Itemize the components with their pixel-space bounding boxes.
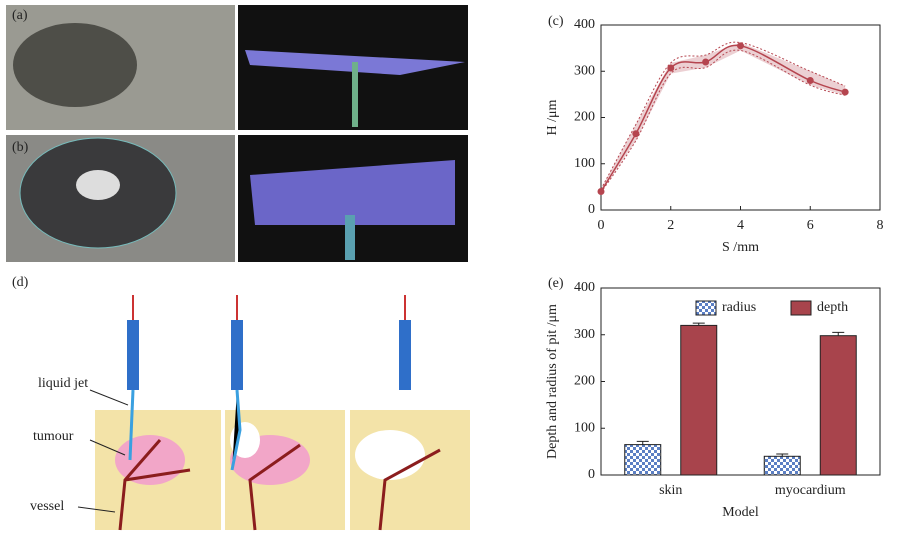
panel-label: (a) xyxy=(12,8,28,23)
x-tick-label: 8 xyxy=(877,218,884,233)
diagram-label: vessel xyxy=(30,499,64,514)
y-tick-label: 100 xyxy=(574,420,595,435)
point xyxy=(737,42,744,50)
y-tick-label: 300 xyxy=(574,63,595,78)
y-axis-label: Depth and radius of pit /μm xyxy=(545,304,560,459)
x-tick-label: skin xyxy=(659,483,682,498)
bar xyxy=(624,444,662,476)
fit-line xyxy=(600,44,846,192)
diagram-label: liquid jet xyxy=(38,376,88,391)
panel-label: (d) xyxy=(12,275,29,290)
error-bar xyxy=(636,440,649,445)
panel-label: (c) xyxy=(548,14,564,29)
point xyxy=(702,58,710,66)
panel-label: (e) xyxy=(548,276,564,291)
x-axis-label: S /mm xyxy=(722,240,759,255)
x-tick-label: 0 xyxy=(598,218,605,233)
y-tick-label: 400 xyxy=(574,17,595,32)
x-tick-label: 6 xyxy=(807,218,814,233)
y-tick-label: 200 xyxy=(574,374,595,389)
band xyxy=(601,42,846,193)
y-tick-label: 200 xyxy=(574,110,595,125)
y-tick-label: 100 xyxy=(574,156,595,171)
surface xyxy=(250,160,455,225)
y-axis-label: H /μm xyxy=(545,99,560,135)
point xyxy=(667,64,675,72)
pit-center xyxy=(76,170,120,200)
point xyxy=(806,77,814,84)
bar xyxy=(763,455,801,476)
legend-swatch xyxy=(695,300,717,316)
legend-label: radius xyxy=(722,300,756,315)
y-tick-label: 0 xyxy=(588,202,595,217)
band-edge xyxy=(600,41,846,190)
band-edge xyxy=(600,49,846,193)
pit-depth xyxy=(352,62,358,127)
error-bar xyxy=(832,331,845,336)
legend-swatch xyxy=(790,300,812,316)
error-bar xyxy=(692,322,705,326)
error-bar xyxy=(776,453,789,457)
x-axis-label: Model xyxy=(722,505,759,520)
y-tick-label: 300 xyxy=(574,327,595,342)
y-tick-label: 0 xyxy=(588,467,595,482)
pit xyxy=(13,23,137,107)
point xyxy=(632,130,640,138)
diagram xyxy=(77,295,470,531)
x-tick-label: myocardium xyxy=(775,483,846,498)
point xyxy=(841,88,849,96)
point xyxy=(597,188,605,195)
bar xyxy=(680,324,718,476)
x-tick-label: 4 xyxy=(737,218,744,233)
pit-depth xyxy=(345,215,355,260)
y-tick-label: 400 xyxy=(574,280,595,295)
diagram-label: tumour xyxy=(33,429,74,444)
bar xyxy=(819,335,857,476)
legend-label: depth xyxy=(817,300,848,315)
panel-label: (b) xyxy=(12,140,29,155)
x-tick-label: 2 xyxy=(667,218,674,233)
